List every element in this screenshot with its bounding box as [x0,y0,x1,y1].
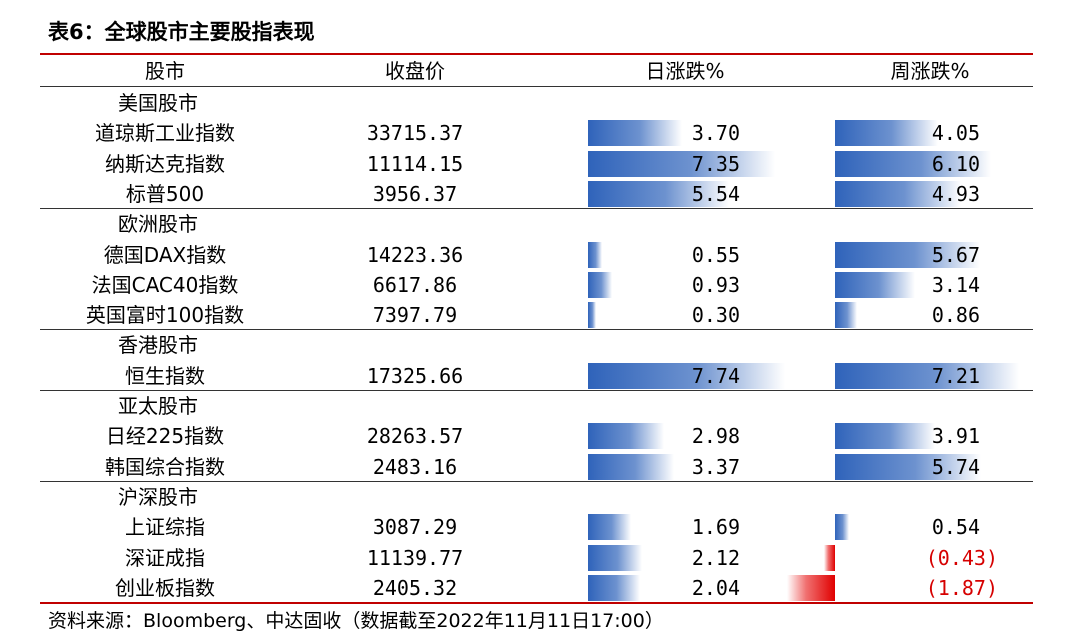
weekly-change-bar [835,150,991,177]
close-price: 3956.37 [372,181,458,206]
close-price: 33715.37 [366,121,464,146]
daily-change: 0.55 [691,242,740,267]
weekly-change: 6.10 [931,151,980,176]
index-name: 上证综指 [125,515,205,540]
header-daily: 日涨跌% [645,59,725,83]
daily-change-bar [588,241,603,268]
group-separator [40,329,1033,331]
daily-change: 2.98 [691,424,740,449]
daily-change: 3.37 [691,454,740,479]
index-name: 创业板指数 [115,575,215,600]
weekly-change-bar [835,514,849,541]
index-name: 恒生指数 [125,363,205,388]
daily-change: 1.69 [691,515,740,540]
close-price: 11114.15 [366,151,464,176]
index-name: 纳斯达克指数 [105,151,225,176]
daily-change-bar [588,271,612,298]
daily-change: 7.35 [691,151,740,176]
index-name: 法国CAC40指数 [91,272,239,297]
close-price: 7397.79 [372,303,458,328]
daily-change-bar [588,180,730,207]
daily-change-bar [588,544,643,571]
top-rule [40,53,1033,55]
source-note: 资料来源：Bloomberg、中达固收（数据截至2022年11月11日17:00… [48,610,664,632]
group-label: 沪深股市 [118,484,198,509]
weekly-change: 5.67 [931,242,980,267]
index-name: 英国富时100指数 [85,303,245,328]
group-label: 美国股市 [118,91,198,115]
weekly-change-bar [835,120,939,147]
weekly-change-bar [835,453,982,480]
daily-change-bar [588,574,641,601]
weekly-change: 3.14 [931,272,980,297]
close-price: 3087.29 [372,515,458,540]
index-name: 深证成指 [125,545,205,570]
header-close: 收盘价 [385,59,445,83]
daily-change: 5.54 [691,181,740,206]
weekly-change-bar [835,302,857,329]
daily-change: 7.74 [691,363,740,388]
weekly-change-bar [787,574,835,601]
group-separator [40,480,1033,482]
weekly-change-bar [835,180,961,207]
weekly-change-bar [835,241,980,268]
weekly-change: (0.43) [925,545,998,570]
weekly-change-bar [835,271,916,298]
close-price: 28263.57 [366,424,464,449]
header-market: 股市 [145,59,185,83]
header-weekly: 周涨跌% [890,59,970,83]
group-label: 欧洲股市 [118,212,198,237]
daily-change-bar [588,423,664,450]
close-price: 17325.66 [366,363,464,388]
daily-change-bar [588,150,776,177]
weekly-change: 0.86 [931,303,980,328]
weekly-change-bar [835,362,1019,389]
group-separator [40,390,1033,391]
index-name: 标普500 [125,181,205,206]
weekly-change: 4.05 [931,121,980,146]
bottom-rule [40,602,1033,604]
weekly-change-bar [824,544,835,571]
group-separator [40,208,1033,210]
close-price: 2405.32 [372,575,458,600]
index-name: 韩国综合指数 [105,454,225,479]
daily-change: 2.04 [691,575,740,600]
group-label: 香港股市 [118,333,198,358]
daily-change-bar [588,453,674,480]
weekly-change: 5.74 [931,454,980,479]
index-name: 德国DAX指数 [103,242,227,267]
daily-change: 3.70 [691,121,740,146]
daily-change-bar [588,362,786,389]
index-name: 日经225指数 [105,424,225,449]
weekly-change-bar [835,423,935,450]
close-price: 11139.77 [366,545,464,570]
close-price: 14223.36 [366,242,464,267]
daily-change-bar [588,302,596,329]
close-price: 2483.16 [372,454,458,479]
weekly-change: 0.54 [931,515,980,540]
weekly-change: 7.21 [931,363,980,388]
table-title: 表6：全球股市主要股指表现 [48,20,315,44]
weekly-change: 4.93 [931,181,980,206]
weekly-change: 3.91 [931,424,980,449]
daily-change: 2.12 [691,545,740,570]
daily-change-bar [588,514,632,541]
header-rule [40,86,1033,87]
weekly-change: (1.87) [925,575,998,600]
index-name: 道琼斯工业指数 [95,121,235,146]
close-price: 6617.86 [372,272,458,297]
group-label: 亚太股市 [118,394,198,418]
daily-change-bar [588,120,683,147]
daily-change: 0.93 [691,272,740,297]
daily-change: 0.30 [691,303,740,328]
